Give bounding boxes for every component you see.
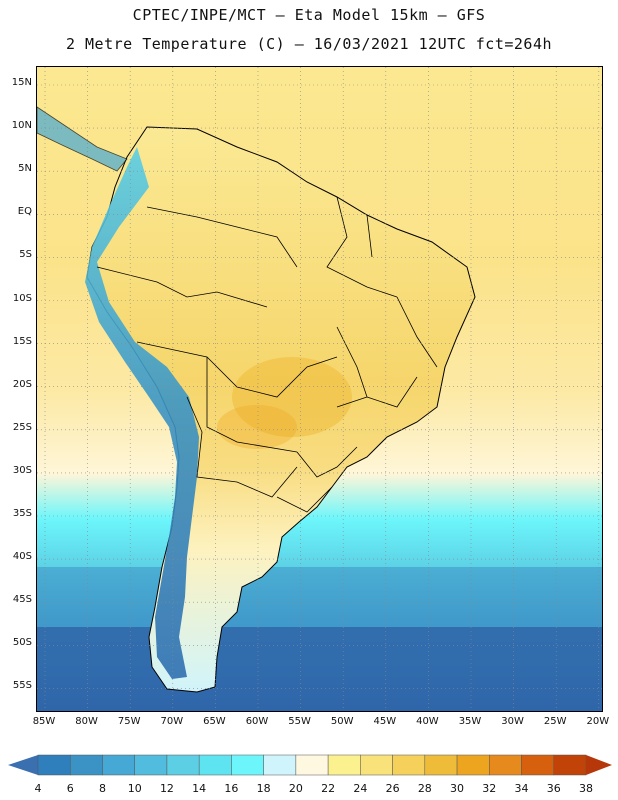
- colorbar-swatch: [69, 754, 103, 776]
- colorbar-swatch: [134, 754, 168, 776]
- lon-tick-label: 20W: [586, 716, 610, 727]
- lon-tick-label: 45W: [373, 716, 397, 727]
- colorbar-tick-label: 32: [482, 782, 497, 795]
- colorbar-swatch: [102, 754, 135, 776]
- lat-tick-label: 15N: [11, 77, 32, 88]
- colorbar-tick-label: 4: [34, 782, 42, 795]
- colorbar-tick-label: 10: [127, 782, 142, 795]
- colorbar-swatch: [456, 754, 490, 776]
- colorbar-swatch: [327, 754, 361, 776]
- colorbar-swatch: [37, 754, 71, 776]
- temperature-map: [37, 67, 602, 711]
- colorbar-tick-label: 18: [256, 782, 271, 795]
- colorbar-swatch: [231, 754, 264, 776]
- lat-tick-label: 55S: [12, 680, 32, 692]
- lon-tick-label: 30W: [501, 716, 524, 727]
- colorbar-tick-label: 16: [224, 782, 239, 795]
- colorbar-min-arrow: [8, 755, 38, 775]
- southern-ocean-band: [37, 627, 602, 711]
- lon-tick-label: 60W: [245, 716, 269, 727]
- colorbar-swatch: [553, 754, 587, 776]
- colorbar-swatch: [521, 754, 555, 776]
- colorbar-swatch: [424, 754, 458, 776]
- lat-tick-label: 10S: [12, 292, 32, 304]
- colorbar-swatch: [360, 754, 393, 776]
- lat-tick-label: 45S: [12, 594, 32, 606]
- lat-tick-label: 30S: [12, 464, 32, 476]
- lat-tick-label: 25S: [12, 421, 32, 433]
- colorbar-tick-label: 12: [159, 782, 174, 795]
- colorbar-tick-label: 28: [417, 782, 432, 795]
- colorbar-tick-label: 20: [288, 782, 303, 795]
- lat-tick-label: 5N: [18, 163, 32, 175]
- colorbar-tick-label: 36: [546, 782, 561, 795]
- colorbar-swatch: [263, 754, 297, 776]
- colorbar-max-arrow: [586, 755, 612, 775]
- colorbar-tick-label: 38: [579, 782, 593, 795]
- colorbar-tick-label: 6: [66, 782, 74, 795]
- lat-lon-grid: [37, 67, 602, 711]
- lat-tick-label: EQ: [17, 206, 32, 218]
- colorbar-tick-label: 34: [514, 782, 529, 795]
- lon-tick-label: 70W: [160, 716, 184, 727]
- colorbar-swatch: [166, 754, 200, 776]
- lon-tick-label: 40W: [416, 716, 439, 727]
- lon-tick-label: 35W: [458, 716, 482, 727]
- lat-tick-label: 10N: [11, 120, 32, 132]
- colorbar-tick-label: 30: [450, 782, 465, 795]
- lat-tick-label: 40S: [12, 551, 32, 563]
- lat-tick-label: 50S: [12, 637, 32, 649]
- colorbar-tick-label: 26: [385, 782, 400, 795]
- colorbar-swatch: [392, 754, 426, 776]
- colorbar: [8, 754, 612, 776]
- lon-tick-label: 75W: [117, 716, 141, 727]
- map-panel: [36, 66, 603, 712]
- colorbar-tick-label: 24: [353, 782, 368, 795]
- lon-tick-label: 25W: [543, 716, 567, 727]
- lon-tick-label: 80W: [75, 716, 98, 727]
- colorbar-swatch: [295, 754, 329, 776]
- lat-tick-label: 35S: [12, 508, 32, 519]
- chart-subtitle: 2 Metre Temperature (C) – 16/03/2021 12U…: [65, 35, 553, 53]
- lon-tick-label: 50W: [330, 716, 354, 727]
- country-borders: [96, 196, 438, 513]
- lon-tick-label: 85W: [32, 716, 56, 727]
- andes-cold-band: [85, 147, 199, 679]
- lat-tick-label: 20S: [12, 378, 32, 390]
- colorbar-tick-label: 22: [321, 782, 336, 795]
- colorbar-swatch: [198, 754, 232, 776]
- colorbar-swatch: [489, 754, 522, 776]
- lat-tick-label: 15S: [12, 335, 32, 347]
- chart-title: CPTEC/INPE/MCT – Eta Model 15km – GFS: [132, 6, 486, 24]
- lon-tick-label: 65W: [203, 716, 226, 727]
- colorbar-tick-label: 14: [192, 782, 207, 795]
- lat-tick-label: 5S: [19, 249, 32, 261]
- lon-tick-label: 55W: [288, 716, 311, 727]
- colorbar-tick-label: 8: [98, 782, 106, 795]
